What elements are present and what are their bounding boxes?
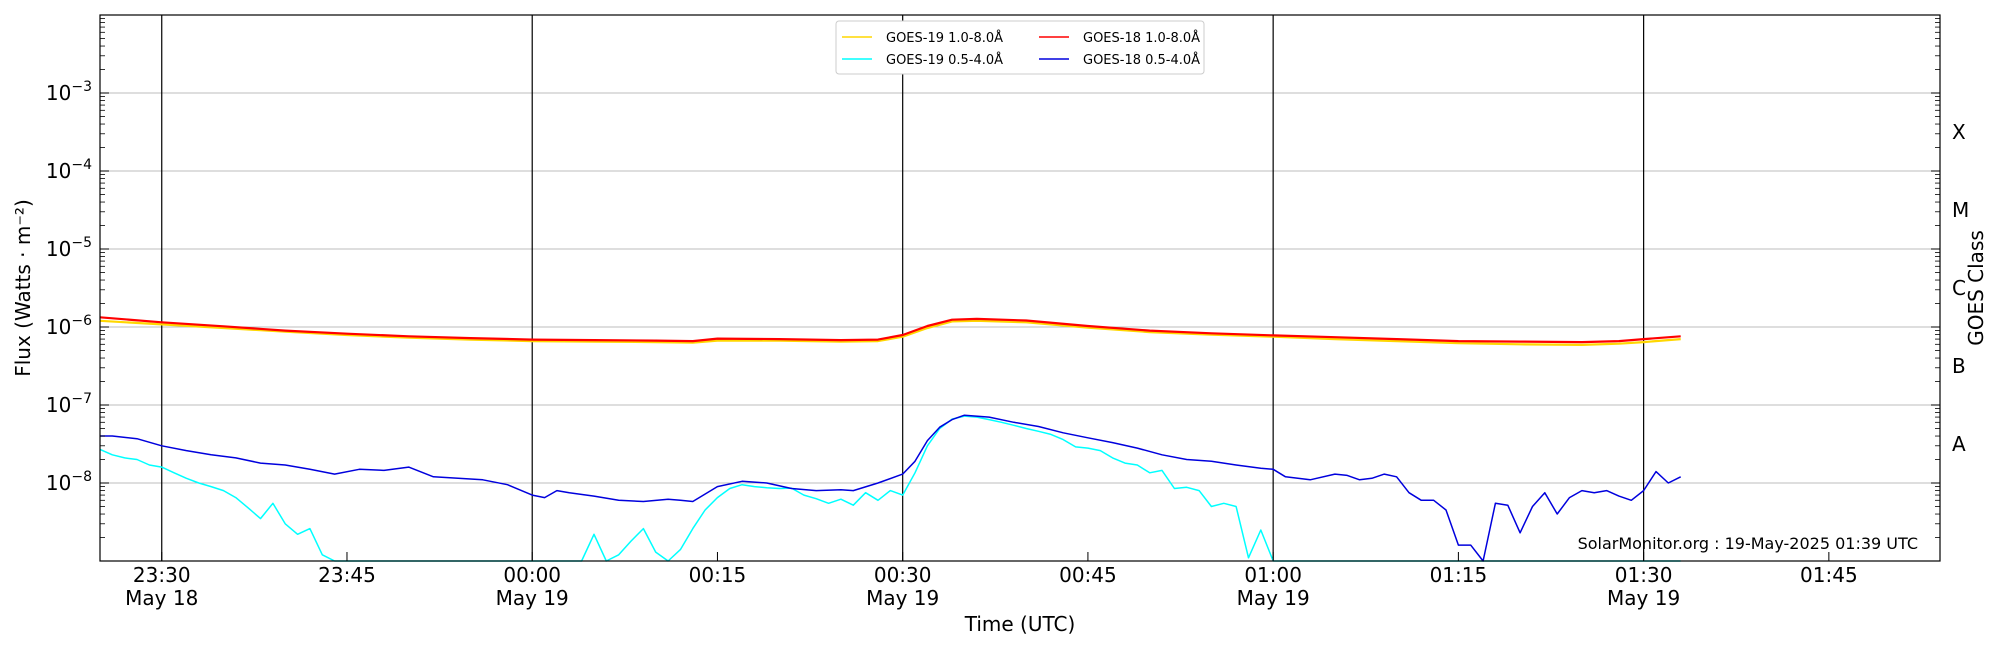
legend-label-1: GOES-18 1.0-8.0Å	[1083, 30, 1200, 46]
legend: GOES-19 1.0-8.0Å GOES-19 0.5-4.0Å GOES-18 …	[835, 20, 1205, 75]
x-tick-label: 23:30	[133, 563, 191, 587]
y-axis-title: Flux (Watts · m⁻²)	[11, 199, 35, 377]
goes-class-labels: A B C M X	[1952, 120, 1969, 456]
x-tick-date-label: May 19	[1607, 586, 1680, 610]
goes-class-axis-title: GOES Class	[1964, 230, 1988, 346]
goes-class-label-c: C	[1952, 276, 1966, 300]
legend-label-0: GOES-19 1.0-8.0Å	[886, 30, 1003, 46]
grid-layer	[100, 92, 1940, 484]
x-tick-date-label: May 19	[1237, 586, 1310, 610]
series-line-0	[99, 319, 1681, 346]
legend-label-2: GOES-19 0.5-4.0Å	[886, 52, 1003, 68]
x-tick-label: 00:00	[503, 563, 561, 587]
x-tick-label: 00:45	[1059, 563, 1117, 587]
goes-class-label-m: M	[1952, 198, 1969, 222]
x-tick-label: 00:30	[874, 563, 932, 587]
series-line-2	[99, 415, 1681, 562]
x-tick-label: 01:00	[1244, 563, 1302, 587]
goes-class-label-b: B	[1952, 354, 1966, 378]
x-tick-label: 23:45	[318, 563, 376, 587]
y-tick-label: 10−7	[46, 391, 92, 417]
y-tick-label: 10−4	[46, 157, 92, 183]
x-axis-title: Time (UTC)	[964, 612, 1076, 636]
y-tick-label: 10−5	[46, 235, 92, 261]
credit-text: SolarMonitor.org : 19-May-2025 01:39 UTC	[1578, 534, 1918, 553]
y-tick-label: 10−8	[46, 469, 92, 495]
x-tick-label: 01:30	[1615, 563, 1673, 587]
y-tick-labels: 10−8 10−7 10−6 10−5 10−4 10−3	[46, 79, 92, 495]
tick-layer	[100, 14, 1940, 562]
series-layer	[99, 316, 1682, 562]
x-tick-label: 01:45	[1800, 563, 1858, 587]
goes-class-label-a: A	[1952, 432, 1966, 456]
y-tick-label: 10−3	[46, 79, 92, 105]
y-tick-label: 10−6	[46, 313, 92, 339]
legend-box	[835, 20, 1205, 75]
series-line-3	[100, 414, 1682, 562]
legend-label-3: GOES-18 0.5-4.0Å	[1083, 52, 1200, 68]
series-line-1	[99, 316, 1681, 344]
x-tick-date-label: May 19	[496, 586, 569, 610]
x-tick-date-label: May 19	[866, 586, 939, 610]
x-tick-label: 00:15	[689, 563, 747, 587]
x-tick-label: 01:15	[1430, 563, 1488, 587]
x-tick-date-label: May 18	[125, 586, 198, 610]
goes-class-label-x: X	[1952, 120, 1966, 144]
plot-frame	[99, 14, 1941, 562]
